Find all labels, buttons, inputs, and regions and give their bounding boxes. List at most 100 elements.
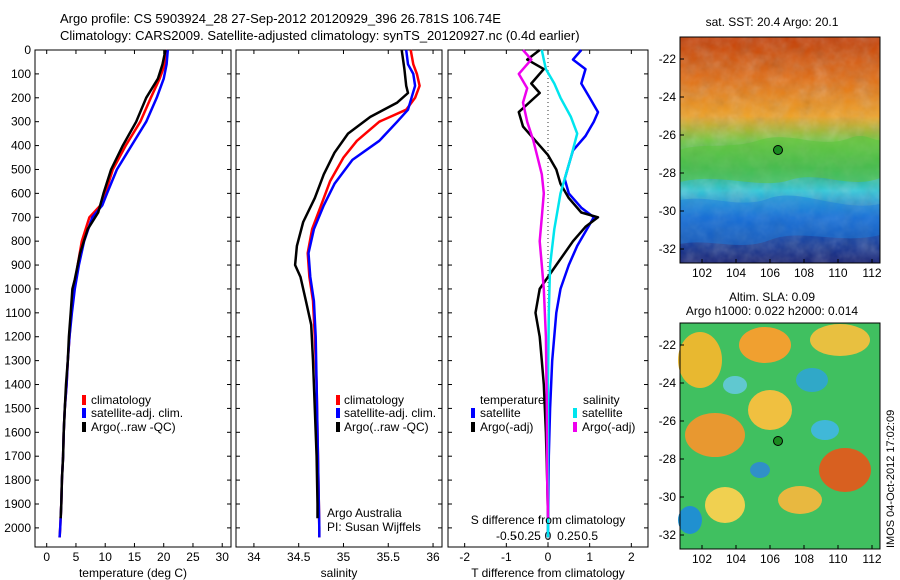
legend-label-climatology: climatology bbox=[91, 393, 151, 407]
sla-blob bbox=[750, 462, 770, 478]
y-tick-label: 1600 bbox=[4, 425, 31, 439]
y-tick-label: 700 bbox=[11, 210, 31, 224]
y-tick-label: 800 bbox=[11, 234, 31, 248]
temperature-legend: climatology satellite-adj. clim. Argo(..… bbox=[82, 393, 183, 434]
map-y-tick-label: -28 bbox=[659, 452, 677, 466]
legend-label-argo: Argo(..raw -QC) bbox=[344, 420, 429, 434]
x-tick-label: 20 bbox=[157, 550, 171, 564]
sst-map-title: sat. SST: 20.4 Argo: 20.1 bbox=[706, 15, 839, 29]
legend-label-satellite: satellite-adj. clim. bbox=[91, 406, 183, 420]
series-line bbox=[517, 49, 600, 519]
x-tick-label: 5 bbox=[73, 550, 80, 564]
x-tick-label: 1 bbox=[586, 550, 593, 564]
map-y-tick-label: -32 bbox=[659, 242, 677, 256]
salinity-annotation-line2: PI: Susan Wijffels bbox=[327, 520, 421, 534]
map-x-tick-label: 106 bbox=[760, 552, 780, 566]
y-tick-label: 1800 bbox=[4, 473, 31, 487]
legend-swatch-satellite bbox=[336, 408, 340, 418]
y-tick-label: 2000 bbox=[4, 521, 31, 535]
legend-swatch-t-argo bbox=[471, 422, 475, 432]
x-tick-label: 30 bbox=[216, 550, 230, 564]
sla-blob bbox=[748, 390, 792, 430]
map-y-tick-label: -26 bbox=[659, 128, 677, 142]
map-x-tick-label: 104 bbox=[726, 266, 746, 280]
sla-blob bbox=[685, 413, 745, 457]
sla-map-title-line2: Argo h1000: 0.022 h2000: 0.014 bbox=[686, 304, 858, 318]
legend-swatch-argo bbox=[336, 422, 340, 432]
legend-swatch-climatology bbox=[82, 395, 86, 405]
sla-map-frame bbox=[679, 322, 881, 550]
sst-map-ticks: 102 104 106 108 110 112 -22 -24 -26 -28 -30 -32 bbox=[659, 52, 882, 280]
legend-swatch-climatology bbox=[336, 395, 340, 405]
series-line bbox=[540, 49, 579, 538]
x-tick-label: -2 bbox=[459, 550, 470, 564]
legend-label-t-argo: Argo(-adj) bbox=[480, 420, 533, 434]
map-x-tick-label: 108 bbox=[794, 552, 814, 566]
map-y-tick-label: -30 bbox=[659, 490, 677, 504]
legend-label-s-argo: Argo(-adj) bbox=[582, 420, 635, 434]
y-tick-label: 200 bbox=[11, 91, 31, 105]
series-line bbox=[59, 49, 167, 519]
legend-label-s-satellite: satellite bbox=[582, 406, 623, 420]
figure-title-line2: Climatology: CARS2009. Satellite-adjuste… bbox=[60, 28, 580, 43]
y-tick-label: 100 bbox=[11, 67, 31, 81]
sla-blob bbox=[810, 324, 870, 356]
y-tick-label: 1700 bbox=[4, 449, 31, 463]
sla-blob bbox=[705, 487, 745, 523]
sla-map: Altim. SLA: 0.09 Argo h1000: 0.022 h2000… bbox=[659, 290, 882, 566]
x-tick-label: 0 bbox=[43, 550, 50, 564]
legend-swatch-satellite bbox=[82, 408, 86, 418]
temperature-xlabel: temperature (deg C) bbox=[79, 566, 187, 580]
top-tick-label: 0.5 bbox=[581, 529, 598, 543]
y-tick-label: 1300 bbox=[4, 354, 31, 368]
y-tick-label: 600 bbox=[11, 186, 31, 200]
map-x-tick-label: 104 bbox=[726, 552, 746, 566]
map-x-tick-label: 102 bbox=[692, 552, 712, 566]
map-x-tick-label: 112 bbox=[862, 552, 881, 566]
sla-blob bbox=[811, 420, 839, 440]
map-y-tick-label: -26 bbox=[659, 414, 677, 428]
difference-series bbox=[517, 49, 600, 538]
salinity-xlabel: salinity bbox=[321, 566, 358, 580]
x-tick-label: 34 bbox=[247, 550, 261, 564]
argo-location-marker bbox=[773, 145, 783, 155]
top-tick-label: -0.25 bbox=[513, 529, 541, 543]
legend-label-climatology: climatology bbox=[344, 393, 404, 407]
difference-legend: temperature satellite Argo(-adj) salinit… bbox=[471, 393, 635, 434]
y-tick-label: 900 bbox=[11, 258, 31, 272]
sla-blob bbox=[819, 448, 871, 492]
x-tick-label: 35.5 bbox=[377, 550, 401, 564]
x-tick-label: 36 bbox=[426, 550, 440, 564]
difference-top-label: S difference from climatology bbox=[471, 513, 626, 527]
y-tick-label: 1500 bbox=[4, 401, 31, 415]
y-tick-label: 1400 bbox=[4, 378, 31, 392]
legend-swatch-s-argo bbox=[573, 422, 577, 432]
sla-blob bbox=[739, 327, 791, 363]
argo-location-marker bbox=[773, 436, 783, 446]
salinity-annotation-line1: Argo Australia bbox=[327, 506, 402, 520]
sla-map-title-line1: Altim. SLA: 0.09 bbox=[729, 290, 815, 304]
legend-swatch-argo bbox=[82, 422, 86, 432]
temperature-axis-ticks: 0100200300400500600700800900100011001200… bbox=[4, 43, 231, 564]
series-line bbox=[307, 49, 417, 538]
sla-blob bbox=[678, 506, 702, 534]
x-tick-label: 15 bbox=[128, 550, 142, 564]
sst-map-frame bbox=[679, 36, 881, 264]
temperature-series bbox=[58, 49, 170, 538]
legend-swatch-s-satellite bbox=[573, 408, 577, 418]
top-tick-label: 0.25 bbox=[557, 529, 581, 543]
sla-blob bbox=[678, 332, 722, 388]
difference-panel: -2 -1 0 1 2-0.5-0.25 0 0.25 0.5 temperature sat… bbox=[447, 49, 649, 580]
map-x-tick-label: 110 bbox=[828, 266, 847, 280]
difference-xlabel: T difference from climatology bbox=[471, 566, 625, 580]
sst-map-blue-band bbox=[680, 195, 880, 246]
y-tick-label: 400 bbox=[11, 139, 31, 153]
map-y-tick-label: -22 bbox=[659, 52, 677, 66]
sst-map: sat. SST: 20.4 Argo: 20.1 102 104 106 108 11… bbox=[659, 15, 882, 280]
legend-swatch-t-satellite bbox=[471, 408, 475, 418]
series-line bbox=[293, 49, 410, 519]
y-tick-label: 1100 bbox=[5, 306, 31, 320]
salinity-series bbox=[293, 49, 421, 538]
y-tick-label: 300 bbox=[11, 115, 31, 129]
figure-title-line1: Argo profile: CS 5903924_28 27-Sep-2012 … bbox=[60, 11, 501, 26]
